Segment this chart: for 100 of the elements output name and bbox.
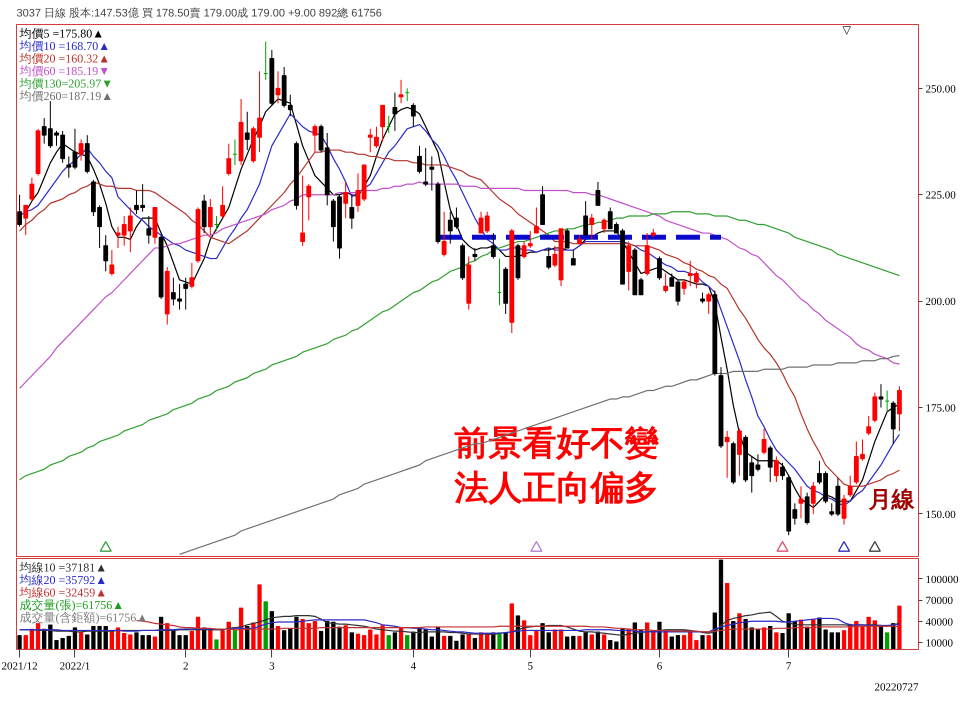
text: 20220727 bbox=[874, 682, 919, 694]
candlestick bbox=[762, 428, 766, 455]
candlestick bbox=[78, 138, 84, 162]
candlestick bbox=[780, 462, 785, 480]
bar bbox=[503, 632, 508, 650]
bar bbox=[460, 634, 465, 650]
bar bbox=[398, 628, 404, 650]
text: 均線10 =37181▲ bbox=[18, 560, 108, 574]
text: 均價5 =175.80▲ bbox=[18, 26, 104, 40]
candlestick bbox=[23, 204, 28, 236]
x-tick-label: 4 bbox=[410, 660, 417, 672]
bar bbox=[17, 635, 22, 650]
bar bbox=[214, 639, 219, 650]
bar bbox=[583, 632, 588, 650]
bar bbox=[190, 630, 194, 650]
bar bbox=[411, 632, 416, 650]
bar bbox=[78, 632, 84, 650]
bar bbox=[257, 584, 262, 650]
bar bbox=[596, 632, 600, 650]
candlestick bbox=[349, 196, 354, 230]
x-tick-label: 2022/1 bbox=[60, 660, 90, 672]
candlestick bbox=[596, 181, 600, 206]
bar bbox=[897, 606, 902, 650]
candlestick bbox=[146, 216, 152, 244]
candlestick bbox=[429, 156, 434, 191]
bar bbox=[208, 630, 212, 650]
candlestick bbox=[208, 198, 213, 236]
candlestick bbox=[842, 494, 846, 526]
candlestick bbox=[423, 147, 428, 187]
bar bbox=[466, 634, 471, 650]
bar bbox=[762, 627, 766, 650]
bar bbox=[700, 635, 705, 650]
candlestick bbox=[589, 213, 594, 240]
bar bbox=[380, 625, 385, 650]
bar bbox=[602, 634, 606, 650]
candlestick bbox=[244, 111, 250, 151]
x-tick-label: 3 bbox=[269, 660, 276, 672]
bar bbox=[712, 612, 717, 650]
bar bbox=[270, 611, 274, 650]
y-tick-label: 70000 bbox=[926, 595, 954, 608]
candlestick bbox=[189, 262, 194, 289]
candlestick bbox=[768, 445, 773, 483]
candlestick bbox=[534, 207, 539, 234]
candlestick bbox=[306, 184, 312, 221]
bar bbox=[386, 635, 391, 650]
x-tick-label: 6 bbox=[656, 660, 663, 672]
candlestick bbox=[570, 250, 576, 266]
bar bbox=[344, 625, 348, 650]
candlestick bbox=[724, 430, 730, 478]
candlestick bbox=[682, 279, 686, 296]
candlestick bbox=[103, 234, 108, 272]
bar bbox=[510, 603, 514, 650]
candlestick bbox=[706, 292, 712, 314]
candlestick bbox=[700, 292, 705, 304]
bar bbox=[158, 616, 164, 650]
text: 均線20 =35792▲ bbox=[18, 573, 108, 587]
bar bbox=[774, 632, 779, 650]
annotation: 成交量(張)=61756▲ bbox=[20, 598, 124, 612]
x-tick-label: 5 bbox=[528, 660, 534, 672]
y-tick-label: 200.00 bbox=[926, 296, 956, 308]
candlestick bbox=[300, 175, 306, 246]
candlestick bbox=[183, 277, 188, 310]
candlestick bbox=[810, 482, 816, 514]
x-tick-label: 7 bbox=[786, 660, 792, 672]
x-tick-label: 2021/12 bbox=[2, 660, 38, 672]
bar bbox=[232, 630, 238, 650]
candlestick bbox=[564, 228, 570, 248]
bar bbox=[731, 621, 736, 650]
bar bbox=[590, 634, 594, 650]
bar bbox=[442, 636, 446, 650]
text: 均價60 =185.19▼ bbox=[18, 64, 110, 78]
candlestick bbox=[417, 145, 422, 174]
bar bbox=[392, 632, 398, 650]
bar bbox=[134, 632, 139, 650]
candlestick bbox=[109, 250, 114, 276]
candlestick bbox=[602, 218, 606, 234]
y-tick-label: 40000 bbox=[926, 616, 954, 628]
y-tick-label: 10000 bbox=[926, 637, 954, 650]
bar bbox=[552, 630, 558, 650]
line-series bbox=[18, 181, 900, 389]
y-tick-label: 250.00 bbox=[926, 83, 956, 96]
candlestick bbox=[774, 456, 779, 483]
annotation: 月線 bbox=[868, 486, 916, 512]
bar bbox=[337, 626, 342, 650]
y-tick-label: 100000 bbox=[926, 574, 959, 586]
y-tick-label: 150.00 bbox=[926, 508, 956, 521]
bar bbox=[110, 630, 114, 650]
bar bbox=[724, 582, 730, 650]
candlestick bbox=[276, 70, 280, 104]
text: 均價130=205.97▼ bbox=[18, 76, 114, 90]
annotation: 成交量(含鉅額)=61756▲ bbox=[20, 610, 148, 624]
candlestick bbox=[17, 194, 22, 228]
bar bbox=[171, 630, 176, 650]
bar bbox=[878, 626, 884, 650]
candlestick bbox=[490, 232, 496, 260]
x-tick-label: 2 bbox=[182, 660, 188, 672]
bar bbox=[657, 622, 662, 650]
candlestick bbox=[546, 247, 552, 270]
y-tick-label: 225.00 bbox=[926, 190, 956, 202]
bar bbox=[558, 630, 564, 650]
